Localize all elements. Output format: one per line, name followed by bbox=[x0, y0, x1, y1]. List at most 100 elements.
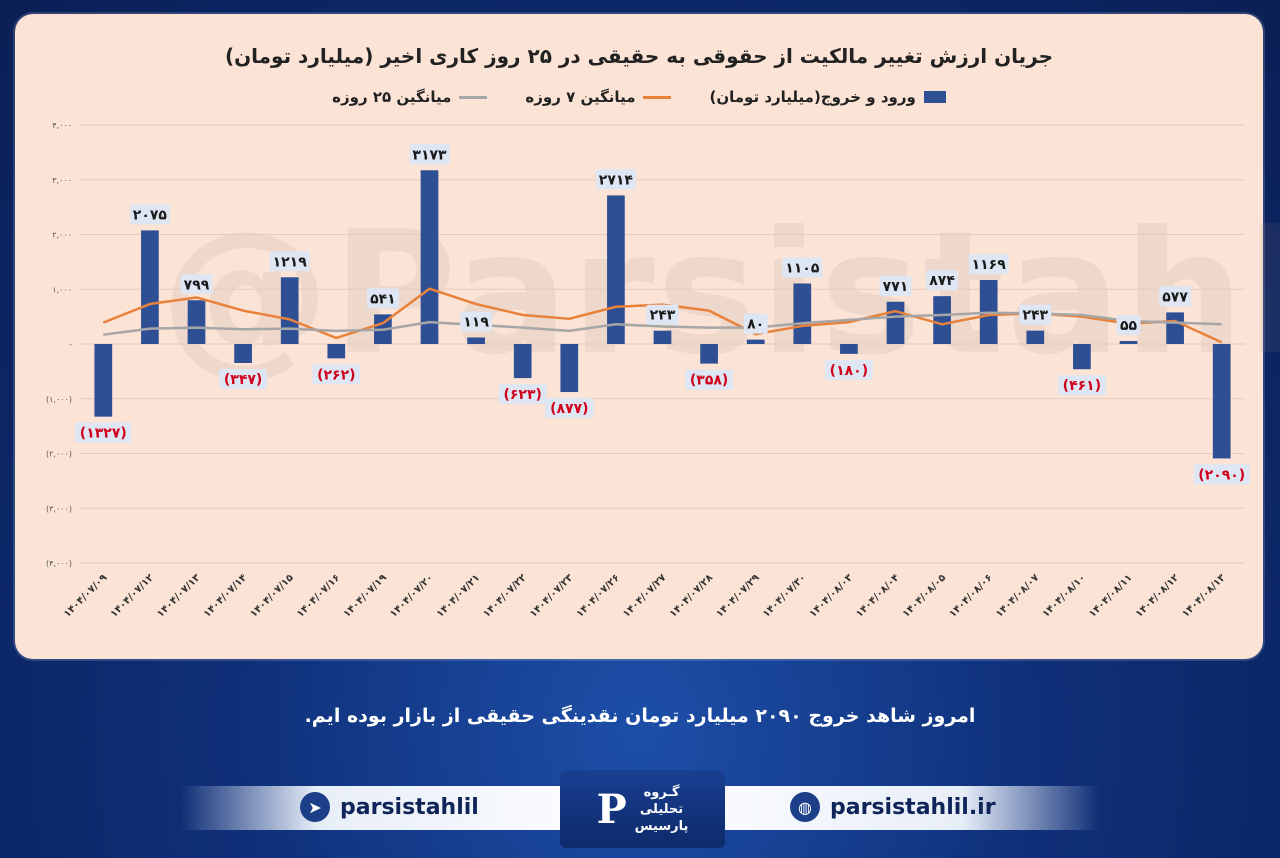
legend-swatch-7day bbox=[643, 95, 672, 99]
x-tick-label: ۱۴۰۴/۰۷/۲۸ bbox=[668, 572, 715, 619]
data-label-box bbox=[879, 275, 912, 296]
data-label: (۳۴۷) bbox=[224, 372, 262, 388]
data-label: ۷۹۹ bbox=[184, 277, 210, 293]
data-label-box bbox=[75, 422, 132, 443]
legend-item-25day: میانگین ۲۵ روزه bbox=[332, 88, 488, 106]
bar bbox=[1073, 344, 1091, 370]
data-label-box bbox=[685, 369, 734, 390]
logo-line-1: گـروه bbox=[643, 784, 680, 800]
bar bbox=[793, 283, 812, 344]
x-tick-label: ۱۴۰۴/۰۷/۲۹ bbox=[714, 572, 761, 619]
bar bbox=[513, 344, 532, 379]
bar bbox=[467, 337, 485, 344]
bar bbox=[187, 300, 206, 344]
bar bbox=[560, 344, 579, 393]
y-tick-label: ۲,۰۰۰ bbox=[52, 231, 72, 240]
data-label-box bbox=[1116, 314, 1141, 335]
x-tick-label: ۱۴۰۴/۰۷/۰۹ bbox=[62, 572, 109, 619]
telegram-icon: ➤ bbox=[300, 792, 330, 822]
bar bbox=[700, 344, 718, 364]
data-label-box bbox=[1159, 286, 1192, 307]
bar bbox=[840, 344, 858, 354]
data-label-box bbox=[1019, 304, 1052, 325]
telegram-handle: parsistahlil bbox=[340, 794, 479, 820]
x-tick-label: ۱۴۰۴/۰۷/۱۴ bbox=[202, 572, 249, 619]
bar bbox=[420, 170, 439, 344]
data-label-box bbox=[219, 368, 268, 389]
y-tick-label: - bbox=[69, 340, 72, 349]
data-label: ۲۰۷۵ bbox=[133, 207, 168, 223]
data-label-box bbox=[595, 169, 636, 190]
data-label-box bbox=[545, 398, 594, 419]
data-label-box bbox=[824, 359, 873, 380]
data-label: ۷۷۱ bbox=[883, 279, 909, 295]
data-label-box bbox=[1193, 464, 1250, 485]
data-label-box bbox=[269, 251, 310, 272]
y-tick-label: ۴,۰۰۰ bbox=[52, 121, 72, 130]
data-label: ۵۴۱ bbox=[370, 291, 396, 307]
x-tick-label: ۱۴۰۴/۰۷/۲۷ bbox=[621, 572, 668, 619]
logo-mark-icon: P bbox=[596, 785, 627, 833]
bar bbox=[1119, 340, 1138, 344]
bar bbox=[1166, 312, 1184, 344]
x-tick-label: ۱۴۰۴/۰۷/۱۵ bbox=[248, 572, 295, 619]
x-tick-label: ۱۴۰۴/۰۸/۱۱ bbox=[1087, 572, 1134, 619]
y-tick-label: (۴,۰۰۰) bbox=[46, 559, 72, 568]
x-tick-label: ۱۴۰۴/۰۷/۱۹ bbox=[342, 572, 389, 619]
data-label-box bbox=[312, 364, 361, 385]
data-label: ۱۱۰۵ bbox=[785, 261, 820, 277]
bar bbox=[746, 339, 765, 344]
data-label-box bbox=[498, 384, 547, 405]
data-label: (۲۶۲) bbox=[317, 367, 355, 383]
data-label: ۸۷۴ bbox=[929, 273, 955, 289]
legend-item-bar: ورود و خروج(میلیارد تومان) bbox=[709, 88, 946, 106]
bar bbox=[886, 301, 905, 344]
data-label-box bbox=[1057, 375, 1106, 396]
data-label-box bbox=[743, 313, 768, 334]
legend-label-25day: میانگین ۲۵ روزه bbox=[332, 88, 452, 106]
chart-panel bbox=[15, 14, 1263, 659]
data-label: ۵۷۷ bbox=[1162, 289, 1188, 305]
telegram-link[interactable]: ➤ parsistahlil bbox=[300, 792, 479, 822]
logo-line-3: پارسیس bbox=[634, 818, 689, 834]
data-label-box bbox=[366, 288, 399, 309]
data-label-box bbox=[129, 204, 170, 225]
x-tick-label: ۱۴۰۴/۰۸/۰۶ bbox=[947, 572, 994, 619]
data-label: (۳۵۸) bbox=[690, 373, 728, 389]
x-tick-label: ۱۴۰۴/۰۸/۰۵ bbox=[901, 572, 948, 619]
bar bbox=[933, 296, 951, 344]
data-label-box bbox=[180, 274, 213, 295]
chart-legend: ورود و خروج(میلیارد تومان) میانگین ۷ روز… bbox=[15, 88, 1263, 106]
bar bbox=[327, 344, 346, 359]
legend-item-7day: میانگین ۷ روزه bbox=[525, 88, 672, 106]
data-label: (۱۸۰) bbox=[830, 363, 868, 379]
y-tick-label: ۳,۰۰۰ bbox=[52, 176, 72, 185]
website-link[interactable]: ◍ parsistahlil.ir bbox=[790, 792, 996, 822]
caption: امروز شاهد خروج ۲۰۹۰ میلیارد تومان نقدین… bbox=[304, 705, 976, 727]
x-tick-label: ۱۴۰۴/۰۷/۲۰ bbox=[388, 572, 435, 619]
x-tick-label: ۱۴۰۴/۰۷/۲۶ bbox=[575, 572, 622, 619]
data-label: ۳۱۷۳ bbox=[412, 147, 447, 163]
bar bbox=[1212, 344, 1231, 459]
x-tick-label: ۱۴۰۴/۰۸/۰۳ bbox=[808, 572, 855, 619]
bar bbox=[94, 344, 113, 417]
data-label-box bbox=[460, 311, 493, 332]
x-tick-label: ۱۴۰۴/۰۸/۰۷ bbox=[994, 572, 1041, 619]
x-tick-label: ۱۴۰۴/۰۷/۱۶ bbox=[295, 572, 342, 619]
legend-swatch-25day bbox=[459, 95, 488, 99]
y-tick-label: (۳,۰۰۰) bbox=[46, 504, 72, 513]
data-label: ۱۲۱۹ bbox=[273, 254, 308, 270]
y-tick-label: ۱,۰۰۰ bbox=[52, 285, 72, 294]
bar bbox=[653, 330, 672, 344]
x-tick-label: ۱۴۰۴/۰۷/۲۲ bbox=[481, 572, 528, 619]
data-label: (۶۲۳) bbox=[503, 387, 541, 403]
data-label: ۲۷۱۴ bbox=[599, 172, 634, 188]
x-tick-label: ۱۴۰۴/۰۸/۱۰ bbox=[1041, 572, 1088, 619]
bar bbox=[141, 230, 159, 344]
x-tick-label: ۱۴۰۴/۰۷/۲۳ bbox=[528, 572, 575, 619]
legend-label-bar: ورود و خروج(میلیارد تومان) bbox=[709, 88, 916, 106]
bar bbox=[607, 195, 625, 344]
data-label: (۱۳۲۷) bbox=[80, 426, 127, 442]
data-label: (۴۶۱) bbox=[1063, 378, 1101, 394]
y-tick-label: (۲,۰۰۰) bbox=[46, 450, 72, 459]
